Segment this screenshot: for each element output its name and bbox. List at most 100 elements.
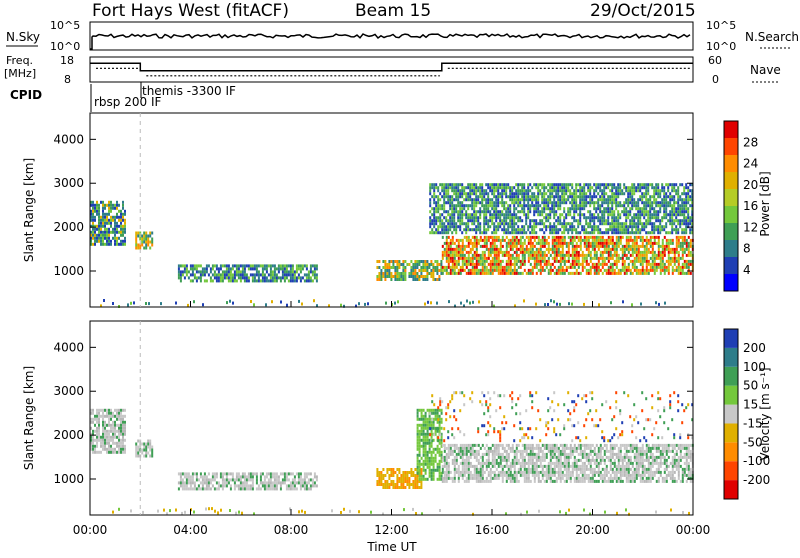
echo-cell xyxy=(643,210,646,214)
echo-cell xyxy=(227,279,230,283)
echo-cell xyxy=(485,247,488,251)
echo-cell xyxy=(597,241,600,245)
echo-cell xyxy=(515,241,518,245)
echo-cell xyxy=(445,467,448,471)
echo-cell xyxy=(420,438,423,442)
echo-cell xyxy=(291,478,294,482)
echo-cell xyxy=(533,198,536,202)
echo-cell xyxy=(591,247,594,251)
echo-cell xyxy=(525,235,528,239)
echo-cell xyxy=(124,221,126,225)
echo-cell xyxy=(90,218,92,222)
echo-cell xyxy=(629,198,632,202)
echo-cell xyxy=(475,476,478,480)
echo-cell xyxy=(473,467,476,471)
echo-cell xyxy=(455,222,458,226)
echo-cell xyxy=(515,195,518,199)
echo-cell xyxy=(116,444,118,448)
echo-cell xyxy=(643,183,646,187)
echo-cell xyxy=(102,432,104,436)
echo-cell xyxy=(434,447,437,451)
echo-cell xyxy=(195,279,198,283)
echo-cell xyxy=(397,300,399,304)
echo-cell xyxy=(573,259,576,263)
echo-cell xyxy=(213,475,216,479)
echo-cell xyxy=(661,216,664,220)
echo-cell xyxy=(645,235,648,239)
echo-cell xyxy=(563,201,566,205)
echo-cell xyxy=(435,201,438,205)
nave-label: Nave xyxy=(750,63,781,77)
echo-cell xyxy=(553,235,556,239)
echo-cell xyxy=(517,210,520,214)
echo-cell xyxy=(255,487,258,491)
echo-cell xyxy=(617,222,620,226)
echo-cell xyxy=(511,256,514,260)
echo-cell xyxy=(183,484,186,488)
echo-cell xyxy=(611,244,614,248)
echo-cell xyxy=(671,265,674,269)
echo-cell xyxy=(483,225,486,229)
echo-cell xyxy=(430,408,433,412)
echo-cell xyxy=(116,224,118,228)
echo-cell xyxy=(438,462,441,466)
echo-cell xyxy=(563,256,566,260)
echo-cell xyxy=(179,475,182,479)
echo-cell xyxy=(145,445,148,449)
echo-cell xyxy=(661,262,664,266)
echo-cell xyxy=(495,235,498,239)
echo-cell xyxy=(565,192,568,196)
echo-cell xyxy=(641,268,644,272)
echo-cell xyxy=(487,225,490,229)
echo-cell xyxy=(671,271,674,275)
echo-cell xyxy=(633,204,636,208)
echo-cell xyxy=(629,259,632,263)
echo-cell xyxy=(104,429,106,433)
echo-cell xyxy=(481,183,484,187)
echo-cell xyxy=(621,192,624,196)
echo-cell xyxy=(145,454,148,458)
echo-cell xyxy=(533,195,536,199)
echo-cell xyxy=(183,481,186,485)
echo-cell xyxy=(621,247,624,251)
echo-cell xyxy=(691,228,694,232)
echo-cell xyxy=(501,204,504,208)
echo-cell xyxy=(667,262,670,266)
echo-cell xyxy=(513,219,516,223)
echo-cell xyxy=(581,207,584,211)
echo-cell xyxy=(440,450,443,454)
echo-cell xyxy=(98,236,100,240)
echo-cell xyxy=(489,219,492,223)
echo-cell xyxy=(217,273,220,277)
echo-cell xyxy=(114,441,116,445)
echo-cell xyxy=(469,443,472,447)
echo-cell xyxy=(491,238,494,242)
echo-cell xyxy=(108,444,110,448)
echo-cell xyxy=(471,449,474,453)
echo-cell xyxy=(120,450,122,454)
echo-cell xyxy=(98,224,100,228)
echo-cell xyxy=(217,270,220,274)
echo-cell xyxy=(499,244,502,248)
echo-cell xyxy=(430,456,433,460)
echo-cell xyxy=(114,221,116,225)
echo-cell xyxy=(661,241,664,245)
echo-cell xyxy=(585,238,588,242)
echo-cell xyxy=(491,265,494,269)
echo-cell xyxy=(643,225,646,229)
echo-cell xyxy=(597,204,600,208)
echo-cell xyxy=(521,204,524,208)
echo-cell xyxy=(585,216,588,220)
echo-cell xyxy=(487,262,490,266)
echo-cell xyxy=(428,456,431,460)
echo-cell xyxy=(551,192,554,196)
echo-cell xyxy=(151,240,154,244)
echo-cell xyxy=(523,250,526,254)
echo-cell xyxy=(275,273,278,277)
echo-cell xyxy=(685,186,688,190)
echo-cell xyxy=(259,475,262,479)
echo-cell xyxy=(297,478,300,482)
echo-cell xyxy=(481,479,484,483)
echo-cell xyxy=(443,265,446,269)
echo-cell xyxy=(613,210,616,214)
